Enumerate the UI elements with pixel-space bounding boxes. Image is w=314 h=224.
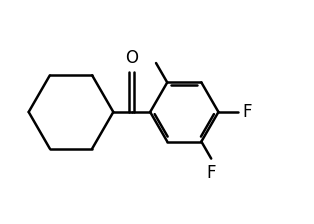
Text: F: F [242,103,252,121]
Text: F: F [206,164,216,181]
Text: O: O [125,50,138,67]
